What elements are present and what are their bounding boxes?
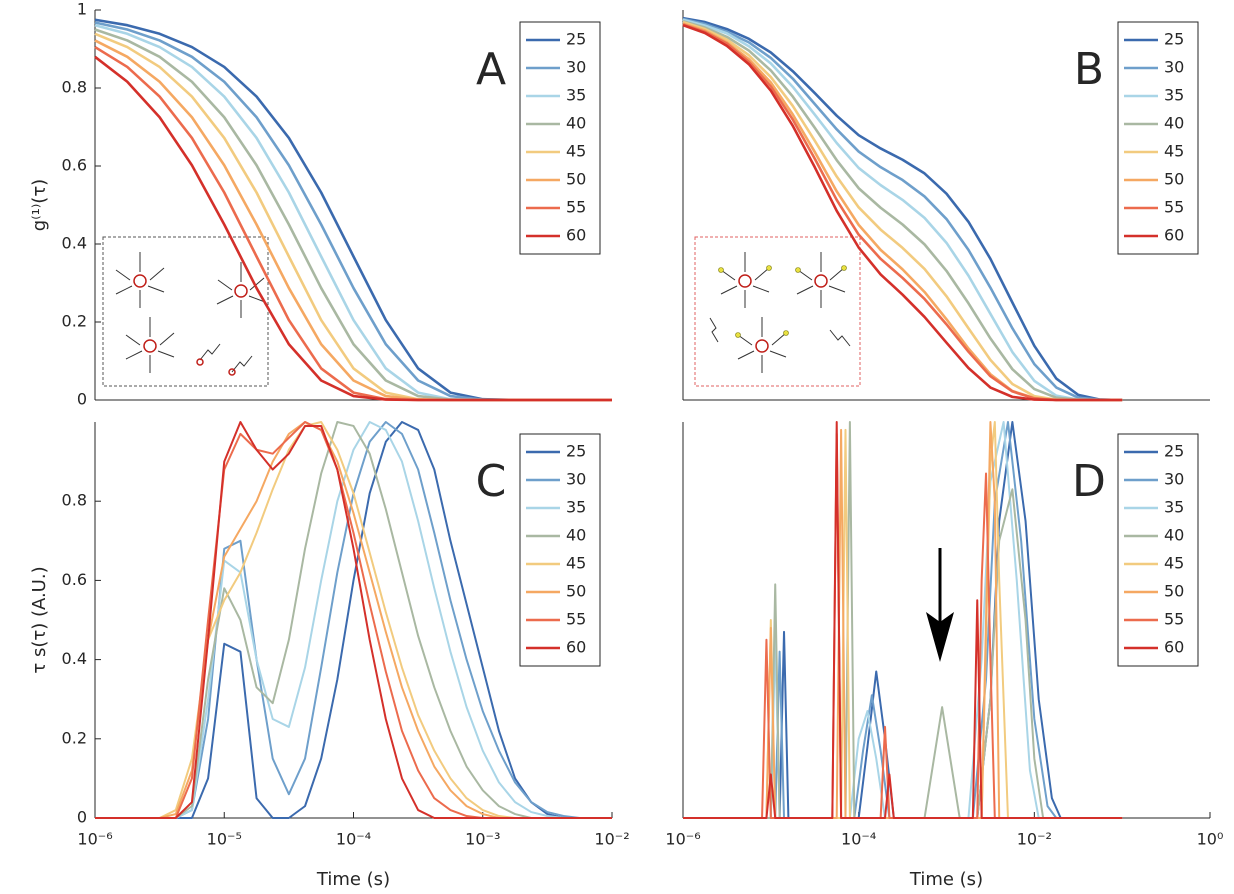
arrow — [926, 548, 954, 662]
legend-label: 40 — [1164, 114, 1184, 133]
x-tick-label: 10⁰ — [1197, 830, 1224, 849]
x-tick-label: 10⁻⁶ — [665, 830, 700, 849]
panel: 0 0.2 0.4 0.6 0.8 1 25 30 35 40 45 50 55 60 Ag⁽¹⁾(τ) — [29, 0, 612, 409]
y-axis-label: τ s(τ) (A.U.) — [29, 566, 50, 673]
arrow-head — [926, 612, 954, 662]
inset-frame — [102, 236, 269, 387]
micelle-sketch — [115, 252, 266, 373]
inset-frame — [694, 236, 861, 387]
y-axis-label: g⁽¹⁾(τ) — [29, 179, 50, 231]
legend-label: 40 — [566, 526, 586, 545]
panel: 25 30 35 40 45 50 55 60 B — [682, 10, 1210, 402]
legend: 25 30 35 40 45 50 55 60 — [519, 433, 601, 667]
inset-b — [694, 236, 861, 387]
legend-label: 45 — [566, 142, 586, 161]
y-tick-label: 0.2 — [62, 728, 87, 747]
series-line — [682, 17, 1123, 402]
legend-label: 35 — [566, 498, 586, 517]
series-line — [95, 421, 612, 819]
series-line — [94, 55, 612, 402]
panel: 0 0.2 0.4 0.6 0.8 10⁻⁶ 10⁻⁵ 10⁻⁴ 10⁻³ 10⁻² 25 30 35 4… — [29, 421, 630, 890]
legend-label: 25 — [566, 30, 586, 49]
legend-label: 45 — [566, 554, 586, 573]
legend-label: 25 — [566, 442, 586, 461]
legend-box — [1117, 21, 1199, 255]
legend-label: 35 — [566, 86, 586, 105]
x-tick-label: 10⁻⁶ — [77, 830, 112, 849]
panel-label: A — [476, 44, 506, 95]
legend-label: 50 — [1164, 170, 1184, 189]
legend-label: 35 — [1164, 498, 1184, 517]
micelle-core — [738, 274, 828, 353]
x-tick-label: 10⁻⁴ — [336, 830, 371, 849]
series-line — [95, 421, 612, 819]
inset-a — [102, 236, 269, 387]
micelle-core — [133, 274, 248, 376]
series-line — [683, 432, 1123, 819]
legend-label: 60 — [566, 226, 586, 245]
legend-box — [519, 433, 601, 667]
y-tick-label: 0.6 — [62, 156, 87, 175]
legend-label: 30 — [1164, 470, 1184, 489]
legend-label: 30 — [1164, 58, 1184, 77]
legend-label: 55 — [566, 198, 586, 217]
legend-label: 40 — [1164, 526, 1184, 545]
y-tick-label: 0.8 — [62, 78, 87, 97]
x-tick-label: 10⁻² — [594, 830, 629, 849]
y-tick-label: 0.6 — [62, 570, 87, 589]
y-tick-label: 0.4 — [62, 234, 87, 253]
legend-label: 35 — [1164, 86, 1184, 105]
x-tick-label: 10⁻⁵ — [207, 830, 242, 849]
legend-label: 45 — [1164, 554, 1184, 573]
series-line — [682, 23, 1123, 402]
y-tick-label: 0 — [77, 808, 87, 827]
series-line — [682, 20, 1123, 402]
legend-label: 60 — [1164, 226, 1184, 245]
legend-label: 30 — [566, 470, 586, 489]
legend-label: 55 — [1164, 198, 1184, 217]
x-tick-label: 10⁻³ — [465, 830, 500, 849]
end-groups — [718, 265, 847, 338]
y-tick-label: 0.8 — [62, 491, 87, 510]
legend: 25 30 35 40 45 50 55 60 — [1117, 21, 1199, 255]
legend-label: 25 — [1164, 30, 1184, 49]
legend-box — [519, 21, 601, 255]
legend-label: 50 — [566, 582, 586, 601]
y-tick-label: 0.2 — [62, 312, 87, 331]
x-axis-label: Time (s) — [316, 869, 390, 890]
legend-label: 30 — [566, 58, 586, 77]
y-tick-label: 1 — [77, 0, 87, 19]
legend-label: 50 — [1164, 582, 1184, 601]
panel-label: C — [476, 456, 507, 507]
micelle-sketch — [709, 252, 851, 373]
legend: 25 30 35 40 45 50 55 60 — [1117, 433, 1199, 667]
legend-box — [1117, 433, 1199, 667]
series-line — [683, 421, 1123, 819]
legend-label: 45 — [1164, 142, 1184, 161]
legend-label: 50 — [566, 170, 586, 189]
x-axis-label: Time (s) — [909, 869, 983, 890]
legend-label: 60 — [566, 638, 586, 657]
legend-label: 25 — [1164, 442, 1184, 461]
panel-label: D — [1072, 456, 1106, 507]
legend: 25 30 35 40 45 50 55 60 — [519, 21, 601, 255]
legend-label: 55 — [1164, 610, 1184, 629]
x-tick-label: 10⁻⁴ — [841, 830, 876, 849]
legend-label: 40 — [566, 114, 586, 133]
legend-label: 55 — [566, 610, 586, 629]
legend-label: 60 — [1164, 638, 1184, 657]
series-line — [682, 16, 1123, 402]
series-line — [682, 18, 1123, 402]
y-tick-label: 0.4 — [62, 649, 87, 668]
panel: 10⁻⁶ 10⁻⁴ 10⁻² 10⁰ 25 30 35 40 45 50 55 60 D Time (s) — [665, 421, 1224, 890]
x-tick-label: 10⁻² — [1017, 830, 1052, 849]
y-tick-label: 0 — [77, 390, 87, 409]
panel-label: B — [1074, 44, 1104, 95]
